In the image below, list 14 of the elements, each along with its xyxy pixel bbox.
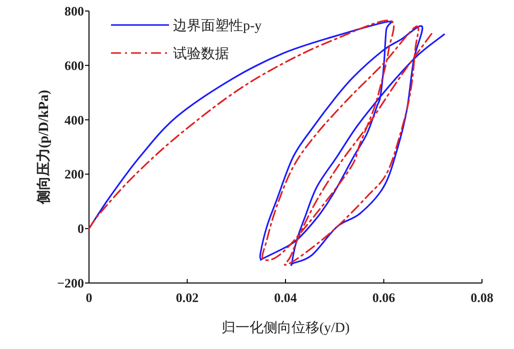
y-tick-label: 400 [64, 112, 84, 128]
x-tick-label: 0.08 [470, 290, 494, 305]
y-tick-label: 600 [64, 58, 84, 73]
x-tick-label: 0.04 [274, 290, 298, 305]
y-tick-label: −200 [57, 276, 84, 290]
x-axis-title: 归一化侧向位移(y/D) [221, 320, 350, 336]
y-tick-label: 800 [64, 4, 84, 18]
y-axis-title: 侧向压力(p/D/kPa) [36, 89, 52, 206]
legend-label: 边界面塑性p-y [173, 18, 262, 34]
legend-label: 试验数据 [173, 46, 229, 62]
y-tick-label: 0 [78, 221, 84, 236]
x-tick-label: 0.06 [372, 290, 396, 305]
x-tick-label: 0.02 [176, 290, 199, 305]
y-tick-label: 200 [64, 166, 84, 182]
